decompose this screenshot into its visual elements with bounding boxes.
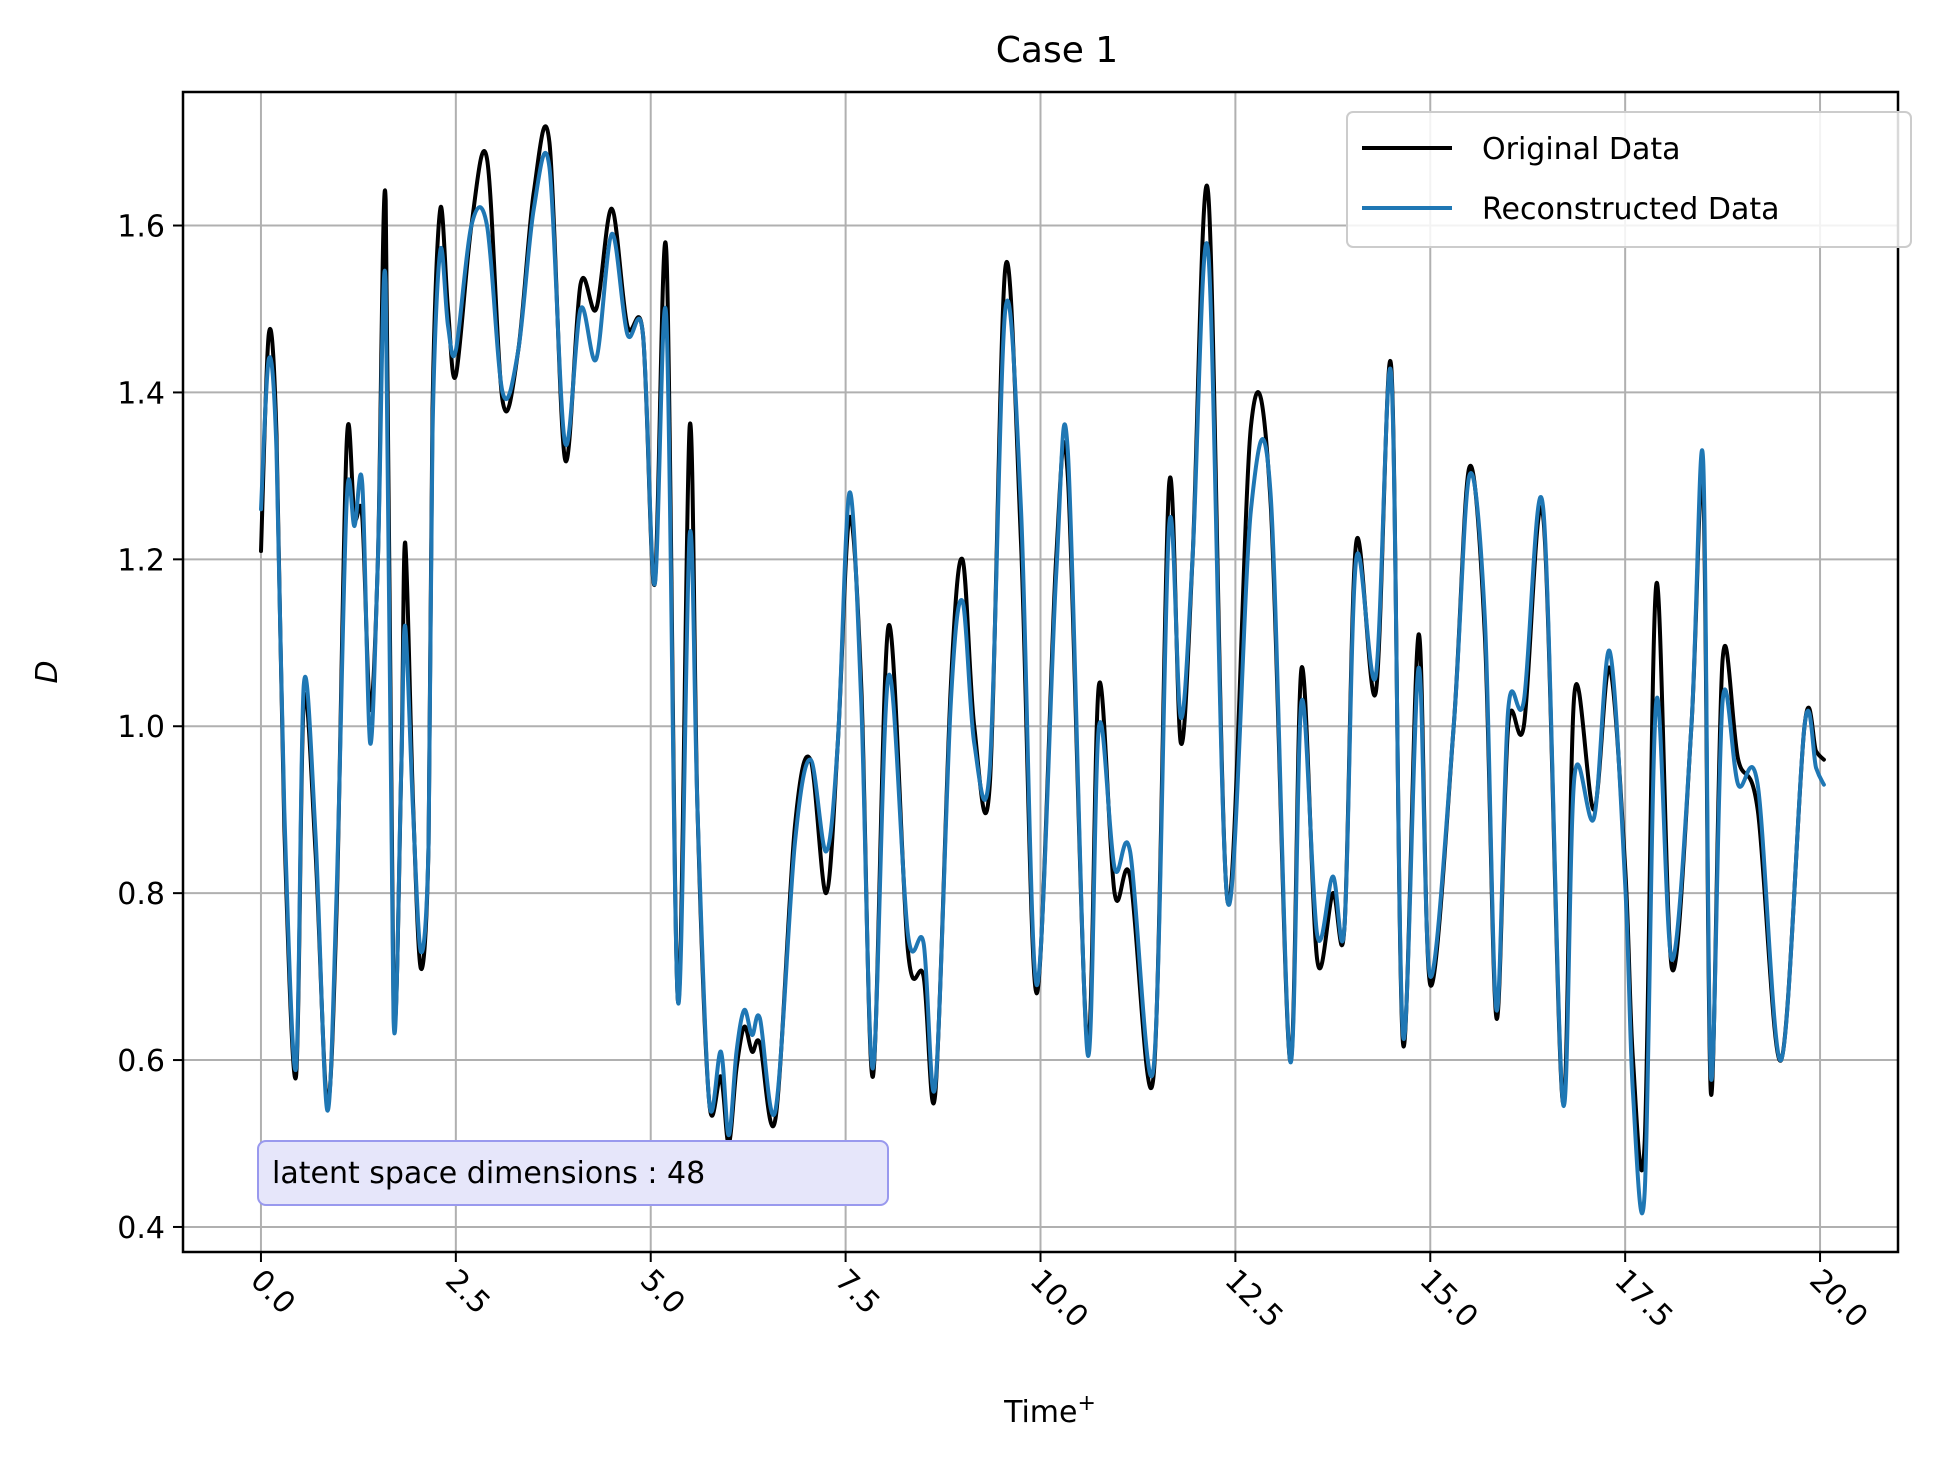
y-tick-label: 0.8 <box>117 877 165 912</box>
x-axis-label-superscript: + <box>1077 1391 1095 1416</box>
series-line-reconstructed <box>259 150 1826 1216</box>
x-tick-label: 0.0 <box>243 1263 301 1321</box>
annotation-background <box>257 1140 889 1206</box>
y-tick-label: 1.6 <box>117 210 165 245</box>
x-tick-label: 2.5 <box>438 1263 496 1321</box>
y-tick-label: 1.0 <box>117 710 165 745</box>
annotation-text: latent space dimensions : 48 <box>272 1156 705 1191</box>
chart-title: Case 1 <box>996 30 1118 71</box>
annotation-box: latent space dimensions : 48 <box>257 1140 889 1206</box>
legend-label-original: Original Data <box>1482 132 1681 167</box>
y-tick-label: 0.6 <box>117 1044 165 1079</box>
x-tick-label: 7.5 <box>828 1263 886 1321</box>
x-tick-label: 5.0 <box>633 1263 691 1321</box>
x-tick-label: 12.5 <box>1218 1263 1290 1335</box>
legend-label-reconstructed: Reconstructed Data <box>1482 192 1779 227</box>
y-tick-label: 0.4 <box>117 1211 165 1246</box>
x-axis-label-text: Time <box>1003 1395 1077 1430</box>
y-tick-label: 1.4 <box>117 376 165 411</box>
x-tick-label: 20.0 <box>1802 1263 1874 1335</box>
series-line-original <box>259 124 1826 1173</box>
y-axis-label: D <box>30 660 65 683</box>
x-axis-label: Time+ <box>1003 1391 1096 1430</box>
legend: Original Data Reconstructed Data <box>1346 111 1912 248</box>
x-tick-label: 17.5 <box>1608 1263 1680 1335</box>
x-tick-label: 10.0 <box>1023 1263 1095 1335</box>
grid <box>183 92 1898 1252</box>
x-tick-label: 15.0 <box>1413 1263 1485 1335</box>
legend-box <box>1346 111 1912 248</box>
series-layer <box>259 124 1826 1216</box>
y-tick-label: 1.2 <box>117 543 165 578</box>
